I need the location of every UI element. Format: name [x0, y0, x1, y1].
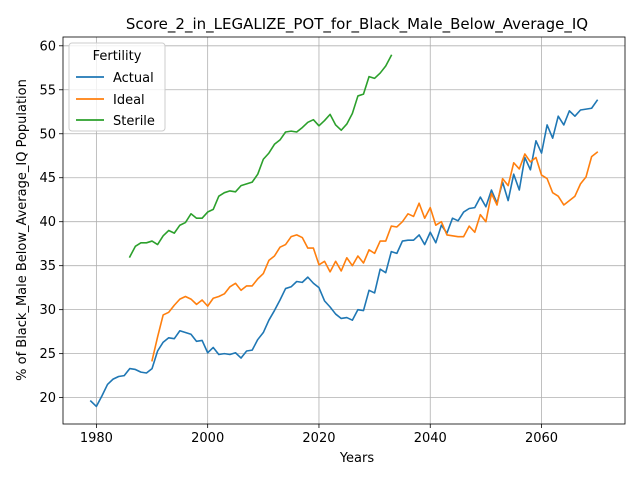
series-line-ideal [151, 151, 599, 362]
y-tick-label: 20 [39, 391, 56, 406]
series-line-sterile [128, 54, 393, 258]
legend-title: Fertility [93, 49, 142, 64]
x-tick-label: 2000 [191, 431, 224, 446]
axes [62, 36, 626, 425]
legend: Fertility Actual Ideal Sterile [68, 42, 166, 132]
series-line-actual [89, 99, 599, 408]
legend-label-sterile: Sterile [113, 114, 155, 129]
y-tick-label: 60 [39, 39, 56, 54]
ticks: 1980 2000 2020 2040 2060 20 25 30 35 40 45 50 55 60 [39, 39, 558, 446]
y-tick-label: 25 [39, 347, 56, 362]
y-axis-label: % of Black_Male Below_Average_IQ Populat… [15, 79, 30, 381]
legend-label-ideal: Ideal [113, 93, 145, 108]
y-tick-label: 55 [39, 83, 56, 98]
grid [63, 37, 625, 424]
x-tick-label: 2040 [414, 431, 447, 446]
axes-frame [62, 36, 626, 425]
chart-title: Score_2_in_LEGALIZE_POT_for_Black_Male_B… [126, 15, 588, 34]
legend-frame [68, 42, 166, 132]
legend-label-actual: Actual [113, 71, 154, 86]
x-tick-label: 2060 [525, 431, 558, 446]
y-tick-label: 35 [39, 259, 56, 274]
y-tick-label: 45 [39, 171, 56, 186]
series-lines [89, 54, 599, 408]
x-tick-label: 2020 [302, 431, 335, 446]
y-tick-label: 30 [39, 303, 56, 318]
y-tick-label: 40 [39, 215, 56, 230]
x-axis-label: Years [339, 451, 375, 466]
x-tick-label: 1980 [80, 431, 113, 446]
y-tick-label: 50 [39, 127, 56, 142]
